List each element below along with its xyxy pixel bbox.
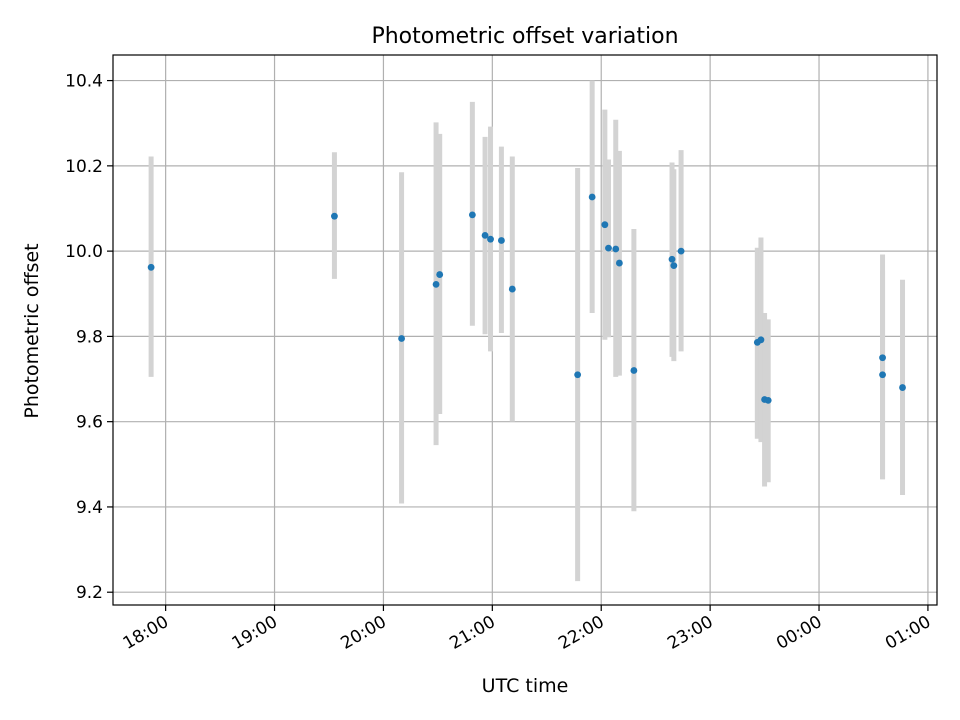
- data-point: [436, 271, 444, 278]
- data-point: [481, 231, 489, 239]
- y-axis-label: Photometric offset: [21, 243, 43, 418]
- y-tick-label: 9.6: [76, 413, 103, 433]
- data-point: [147, 263, 155, 271]
- x-tick-label: 23:00: [664, 612, 716, 654]
- data-point: [601, 221, 609, 229]
- data-point: [879, 371, 886, 379]
- x-axis-label: UTC time: [482, 675, 569, 697]
- data-point: [757, 336, 765, 344]
- x-tick-label: 22:00: [555, 612, 607, 654]
- plot-area-frame: [112, 54, 938, 606]
- data-point: [612, 245, 620, 253]
- error-bars: [148, 80, 906, 582]
- x-tick-label: 19:00: [229, 612, 281, 654]
- x-tick-label: 21:00: [446, 612, 498, 654]
- y-tick-label: 9.8: [76, 327, 103, 347]
- grid-lines: [113, 55, 937, 605]
- y-tick-label: 10.2: [65, 157, 103, 177]
- y-tick-label: 10.0: [65, 242, 103, 262]
- data-point: [677, 247, 685, 255]
- data-point: [487, 235, 494, 243]
- data-point: [331, 212, 338, 220]
- data-point: [574, 371, 582, 379]
- chart-title: Photometric offset variation: [371, 24, 678, 49]
- data-point: [630, 367, 638, 374]
- data-point: [668, 255, 676, 263]
- data-point: [615, 259, 623, 267]
- data-point: [605, 244, 612, 252]
- x-tick-label: 18:00: [120, 612, 172, 654]
- data-point: [398, 335, 405, 342]
- data-point: [899, 384, 906, 391]
- x-tick-label: 20:00: [337, 612, 389, 654]
- x-tick-label: 00:00: [773, 612, 825, 654]
- data-point: [468, 211, 476, 219]
- data-point: [432, 280, 440, 288]
- data-point: [764, 396, 772, 404]
- data-point: [588, 193, 596, 201]
- data-point: [879, 354, 886, 362]
- y-tick-label: 10.4: [65, 72, 103, 92]
- data-point: [670, 262, 678, 270]
- data-point: [508, 285, 516, 293]
- data-point: [498, 237, 505, 244]
- x-tick-label: 01:00: [882, 612, 934, 654]
- y-tick-label: 9.2: [76, 583, 103, 603]
- y-tick-label: 9.4: [76, 498, 103, 518]
- data-points: [147, 193, 906, 404]
